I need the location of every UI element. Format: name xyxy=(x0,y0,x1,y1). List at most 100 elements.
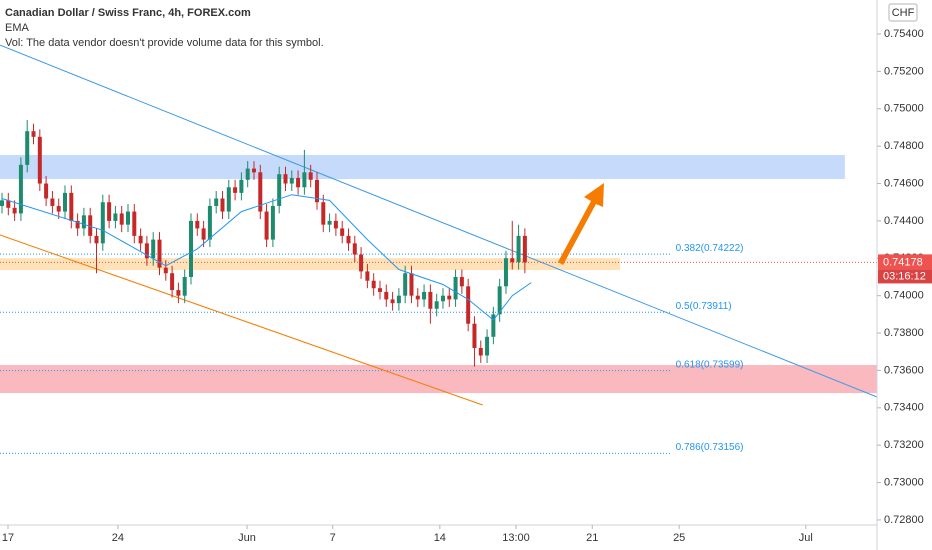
candle-body xyxy=(163,267,168,274)
y-tick-label: 0.72800 xyxy=(884,514,924,526)
currency[interactable]: CHF xyxy=(892,7,915,19)
candle-body xyxy=(144,243,149,259)
x-tick-label: 24 xyxy=(112,532,124,544)
candle-body xyxy=(327,220,332,225)
legend-entry: EMA xyxy=(5,22,30,34)
chart-title: Canadian Dollar / Swiss Franc, 4h, FOREX… xyxy=(5,7,251,19)
candle-body xyxy=(296,177,301,188)
candle-body xyxy=(170,273,175,291)
y-tick-label: 0.74400 xyxy=(884,215,924,227)
candle-body xyxy=(233,187,238,193)
candle-body xyxy=(277,174,282,206)
candle-body xyxy=(359,254,364,272)
candle-body xyxy=(478,348,483,356)
candle-body xyxy=(126,211,131,225)
candle-body xyxy=(188,220,193,277)
candle-body xyxy=(497,286,502,315)
x-tick-label: 25 xyxy=(673,532,685,544)
candle-body xyxy=(289,177,294,184)
candle-body xyxy=(352,243,357,255)
fib-label: 0.786(0.73156) xyxy=(676,442,744,453)
candle-body xyxy=(6,200,11,208)
candle-body xyxy=(440,295,445,302)
candle-body xyxy=(264,211,269,240)
y-tick-label: 0.73200 xyxy=(884,439,924,451)
candle-body xyxy=(113,213,118,221)
candle-body xyxy=(44,183,49,199)
candle-body xyxy=(321,202,326,225)
candle-body xyxy=(251,168,256,173)
x-tick-label: 21 xyxy=(586,532,598,544)
candle-body xyxy=(245,168,250,180)
candle-body xyxy=(31,131,36,137)
candle-body xyxy=(377,288,382,292)
candle-body xyxy=(270,205,275,240)
candle-body xyxy=(447,295,452,300)
candle-body xyxy=(119,213,124,225)
candle-body xyxy=(333,220,338,229)
candle-body xyxy=(201,228,206,240)
candle-body xyxy=(472,323,477,349)
candle-body xyxy=(371,280,376,289)
candle-body xyxy=(516,235,521,263)
price-tag-label: 0.74178 xyxy=(883,256,923,268)
candle-body xyxy=(182,276,187,296)
x-tick-label: 17 xyxy=(2,532,14,544)
currency-box[interactable] xyxy=(888,3,918,22)
y-tick-label: 0.73400 xyxy=(884,402,924,414)
candle-body xyxy=(415,295,420,300)
candle-body xyxy=(207,205,212,240)
candle-body xyxy=(50,198,55,206)
candle-body xyxy=(214,198,219,206)
y-tick-label: 0.75400 xyxy=(884,28,924,40)
candle-body xyxy=(384,291,389,300)
candle-body xyxy=(0,200,5,206)
candle-body xyxy=(176,290,181,296)
candle-body xyxy=(491,314,496,337)
candle-body xyxy=(107,202,112,221)
candle-body xyxy=(94,235,99,244)
candle-body xyxy=(226,187,231,212)
candle-body xyxy=(346,235,351,244)
candle-body xyxy=(422,291,427,300)
candle-body xyxy=(453,276,458,300)
candle-body xyxy=(69,192,74,221)
candle-body xyxy=(258,172,263,212)
candle-body xyxy=(396,295,401,304)
candle-body xyxy=(314,179,319,203)
candle-body xyxy=(18,164,23,214)
candle-body xyxy=(340,228,345,236)
price-tag xyxy=(878,254,932,270)
candle-body xyxy=(409,273,414,296)
candle-body xyxy=(12,207,17,214)
x-tick-label: 7 xyxy=(330,532,336,544)
candle-body xyxy=(81,215,86,229)
plot xyxy=(0,44,878,406)
x-tick-label: Jun xyxy=(238,532,256,544)
candle-body xyxy=(138,235,143,244)
x-tick-label: 13:00 xyxy=(502,532,530,544)
candle-body xyxy=(132,211,137,236)
y-tick-label: 0.74000 xyxy=(884,290,924,302)
candle-body xyxy=(390,299,395,304)
fib-label: 0.618(0.73599) xyxy=(676,359,744,370)
candle-body xyxy=(75,220,80,229)
candle-body xyxy=(25,131,30,165)
chart-subtitle: Vol: The data vendor doesn't provide vol… xyxy=(5,37,324,49)
candle-body xyxy=(308,172,313,180)
candle-body xyxy=(239,179,244,193)
candle-body xyxy=(88,215,93,236)
y-tick-label: 0.75000 xyxy=(884,103,924,115)
candle-body xyxy=(459,276,464,287)
candle-body xyxy=(157,239,162,268)
x-tick-label: 14 xyxy=(434,532,446,544)
candle-body xyxy=(195,220,200,229)
candle-body xyxy=(100,202,105,244)
candle-body xyxy=(56,205,61,212)
candle-body xyxy=(403,273,408,296)
candle-body xyxy=(63,192,68,212)
fib-label: 0.5(0.73911) xyxy=(676,301,732,312)
y-tick-label: 0.75200 xyxy=(884,65,924,77)
